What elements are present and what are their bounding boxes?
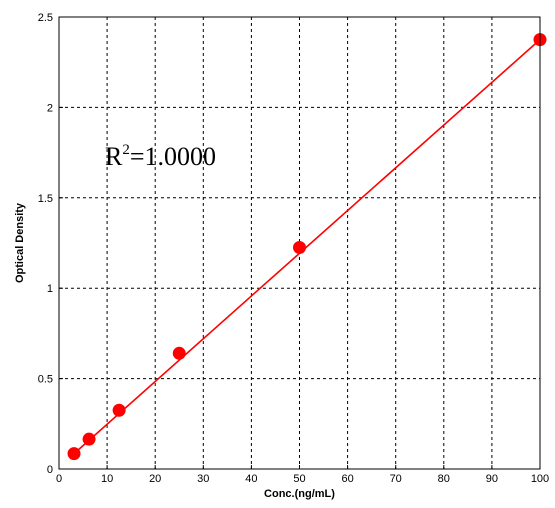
y-tick-label: 0 (47, 464, 53, 476)
data-point (82, 432, 96, 446)
x-tick-label: 60 (341, 473, 353, 485)
y-axis-title: Optical Density (14, 202, 26, 283)
fit-line (73, 39, 541, 455)
data-point (293, 241, 306, 255)
data-point (67, 447, 81, 461)
r-squared-value: =1.0000 (130, 142, 216, 171)
x-tick-label: 50 (293, 473, 305, 485)
r-squared-annotation: R2=1.0000 (105, 142, 216, 171)
y-tick-label: 1.5 (38, 193, 53, 205)
data-point (172, 346, 186, 360)
tick-marks (58, 16, 541, 470)
x-tick-label: 20 (149, 473, 161, 485)
fit-line-group (73, 39, 541, 455)
r-squared-superscript: 2 (122, 142, 130, 158)
y-tick-labels: 0 0.5 1 1.5 2 2.5 (38, 12, 53, 476)
data-point (112, 403, 126, 417)
grid-lines (59, 17, 540, 469)
y-tick-label: 2.5 (38, 12, 53, 24)
x-tick-label: 90 (486, 473, 498, 485)
x-tick-label: 10 (101, 473, 113, 485)
x-tick-label: 0 (56, 473, 62, 485)
x-tick-label: 30 (197, 473, 209, 485)
x-tick-label: 40 (245, 473, 257, 485)
x-tick-labels: 0 10 20 30 40 50 60 70 80 90 100 (56, 473, 549, 485)
x-tick-label: 80 (438, 473, 450, 485)
x-tick-label: 70 (390, 473, 402, 485)
y-tick-label: 2 (47, 102, 53, 114)
data-points (67, 33, 547, 461)
x-tick-label: 100 (531, 473, 549, 485)
r-squared-base: R (105, 142, 123, 171)
y-tick-label: 1 (47, 283, 53, 295)
x-axis-title: Conc.(ng/mL) (264, 488, 335, 500)
y-tick-label: 0.5 (38, 374, 53, 386)
